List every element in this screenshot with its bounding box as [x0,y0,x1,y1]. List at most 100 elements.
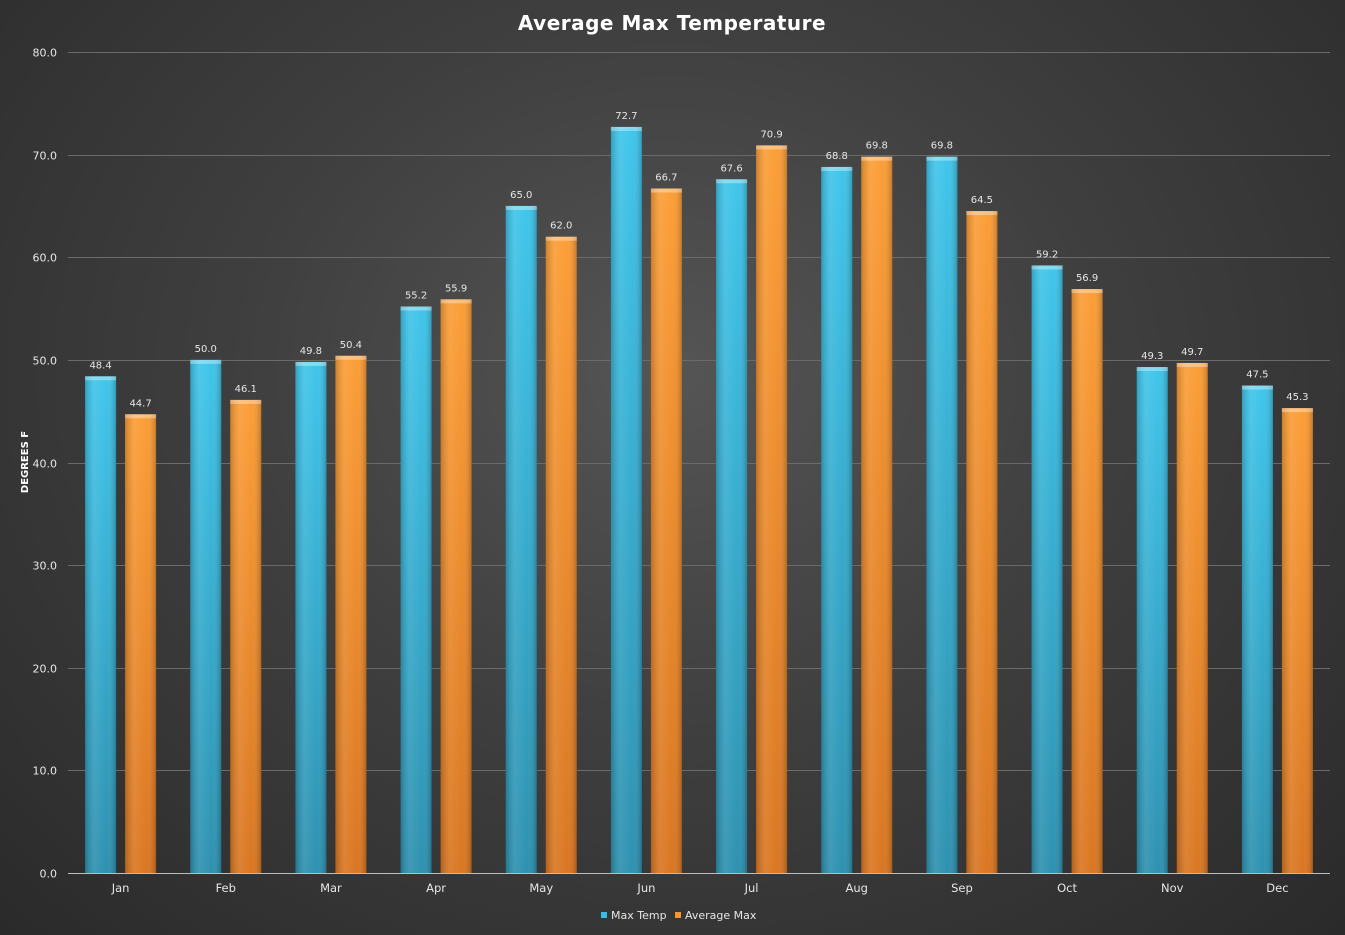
bar-shine [610,126,642,873]
bar-average-max-apr [440,299,472,873]
data-label: 59.2 [1036,249,1058,260]
bar-top-cap [861,156,893,161]
data-label: 69.8 [931,141,953,152]
y-tick-label: 70.0 [33,150,58,163]
data-label: 50.4 [340,340,362,351]
bar-top-cap [1241,385,1273,390]
x-category-label: Feb [216,881,236,895]
x-category-label: Mar [320,881,342,895]
x-category-label: Dec [1266,881,1288,895]
bar-shine [1031,265,1063,874]
bar-max-temp-mar [295,361,327,873]
bar-shine [505,205,537,873]
bar-top-cap [85,376,117,381]
x-category-label: Jul [744,881,759,895]
bar-shine [1071,289,1103,874]
bar-average-max-mar [335,355,367,873]
bar-max-temp-jan [85,376,117,873]
bar-top-cap [1136,367,1168,372]
bar-max-temp-nov [1136,367,1168,873]
bar-top-cap [1281,408,1313,413]
bar-top-cap [335,355,367,360]
bar-top-cap [1176,362,1208,367]
bar-top-cap [440,299,472,304]
legend: Max Temp Average Max [601,909,757,922]
bar-top-cap [650,188,682,193]
bar-max-temp-sep [926,156,958,874]
data-label: 68.8 [826,151,848,162]
y-tick-label: 40.0 [33,458,58,471]
bar-shine [335,355,367,873]
legend-swatch [675,912,681,918]
bar-shine [1136,367,1168,873]
bar-max-temp-aug [821,166,853,873]
x-category-label: Oct [1057,881,1077,895]
y-axis-ticks: 0.0 10.0 20.0 30.0 40.0 50.0 60.0 70.0 80.0 [33,47,58,881]
data-label: 45.3 [1286,392,1308,403]
bar-top-cap [230,399,262,404]
data-label: 72.7 [615,111,637,122]
bar-shine [1281,408,1313,873]
bar-shine [966,211,998,874]
bar-average-max-feb [230,399,262,873]
data-label: 50.0 [195,344,217,355]
bar-max-temp-jul [716,179,748,873]
bar-max-temp-apr [400,306,432,873]
y-tick-label: 80.0 [33,47,58,60]
bar-shine [295,361,327,873]
legend-label: Average Max [685,909,757,922]
x-category-label: Jan [111,881,130,895]
data-labels: 48.4 44.7 50.0 46.1 49.8 50.4 55.2 55.9 65.0 62.0… [89,111,1308,409]
bar-shine [400,306,432,873]
bar-top-cap [1071,289,1103,294]
bar-shine [861,156,893,874]
bar-top-cap [926,156,958,161]
bar-average-max-may [545,236,577,874]
bar-average-max-jul [756,145,788,874]
data-label: 65.0 [510,190,532,201]
bar-shine [190,359,222,873]
bar-shine [650,188,682,873]
legend-label: Max Temp [611,909,667,922]
bar-max-temp-dec [1241,385,1273,873]
y-axis-label: DEGREES F [20,431,31,493]
chart-title: Average Max Temperature [518,11,826,35]
y-tick-label: 0.0 [40,868,58,881]
x-category-label: May [529,881,553,895]
x-category-label: Apr [426,881,446,895]
x-category-label: Sep [951,881,973,895]
bar-top-cap [545,236,577,241]
bar-top-cap [821,166,853,171]
data-label: 56.9 [1076,273,1098,284]
bar-shine [1241,385,1273,873]
bar-top-cap [505,205,537,210]
bar-average-max-oct [1071,289,1103,874]
bar-max-temp-feb [190,359,222,873]
bars [85,126,1313,874]
y-tick-label: 30.0 [33,560,58,573]
data-label: 70.9 [760,129,782,140]
bar-shine [230,399,262,873]
bar-top-cap [125,414,157,419]
bar-shine [756,145,788,874]
x-category-label: Aug [846,881,868,895]
bar-average-max-aug [861,156,893,874]
bar-shine [821,166,853,873]
bar-shine [926,156,958,874]
bar-max-temp-oct [1031,265,1063,874]
bar-shine [440,299,472,873]
data-label: 49.3 [1141,351,1163,362]
data-label: 67.6 [720,163,742,174]
data-label: 47.5 [1246,370,1268,381]
bar-average-max-sep [966,211,998,874]
bar-shine [1176,362,1208,873]
data-label: 55.9 [445,283,467,294]
data-label: 55.2 [405,291,427,302]
x-category-label: Nov [1161,881,1184,895]
legend-swatch [601,912,607,918]
data-label: 49.7 [1181,347,1203,358]
y-tick-label: 20.0 [33,663,58,676]
bar-shine [125,414,157,873]
bar-top-cap [295,361,327,366]
